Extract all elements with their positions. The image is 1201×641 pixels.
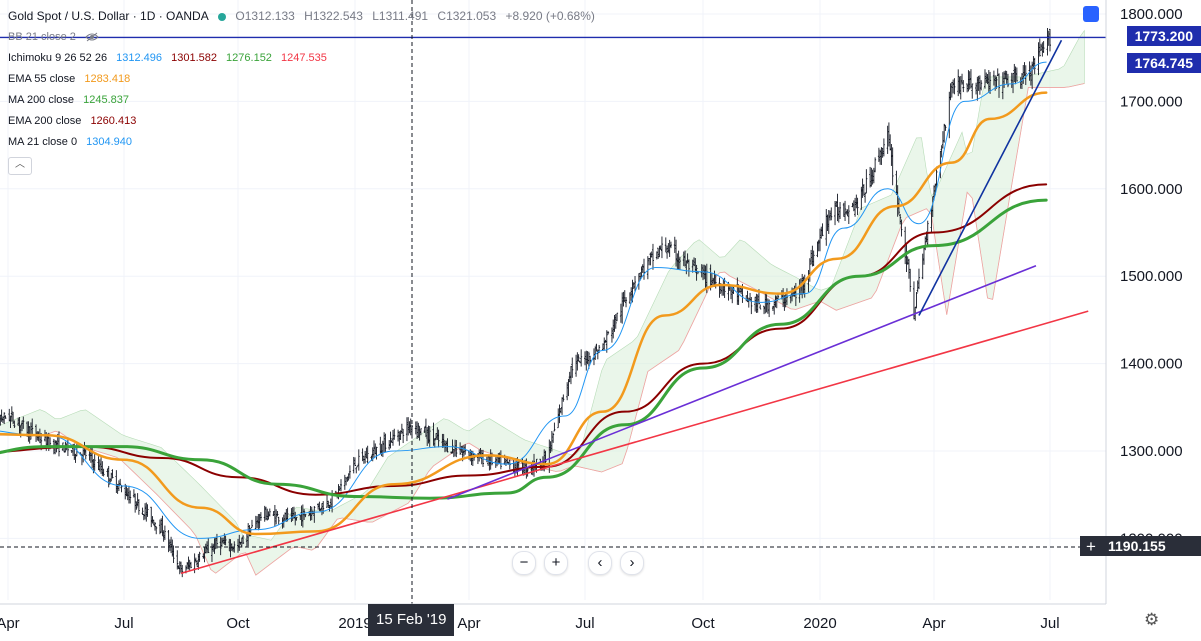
ohlc-close: C1321.053 <box>437 9 497 23</box>
chart-legend: Gold Spot / U.S. Dollar · 1D · OANDA O13… <box>8 6 601 175</box>
legend-header: Gold Spot / U.S. Dollar · 1D · OANDA O13… <box>8 6 601 27</box>
ohlc-change: +8.920 (+0.68%) <box>505 9 595 23</box>
scroll-left-button[interactable]: ‹ <box>588 551 612 575</box>
zoom-in-button[interactable]: + <box>544 551 568 575</box>
zoom-out-button[interactable]: − <box>512 551 536 575</box>
ema55-value: 1283.418 <box>84 73 131 85</box>
gear-icon[interactable]: ⚙ <box>1144 610 1160 629</box>
y-tick-label: 1300.000 <box>1120 443 1183 460</box>
x-tick-label: Oct <box>226 615 250 632</box>
legend-ema55[interactable]: EMA 55 close 1283.418 <box>8 69 601 90</box>
x-tick-label: Jul <box>1040 615 1059 632</box>
legend-ema200[interactable]: EMA 200 close 1260.413 <box>8 111 601 132</box>
legend-ma200[interactable]: MA 200 close 1245.837 <box>8 90 601 111</box>
x-tick-label: Apr <box>922 615 945 632</box>
ma200-line <box>0 198 1048 500</box>
x-tick-label: 2020 <box>803 615 836 632</box>
ema200-value: 1260.413 <box>90 115 137 127</box>
ohlc-low: L1311.491 <box>372 9 429 23</box>
hidden-eye-icon[interactable] <box>85 32 99 42</box>
axes: 1200.0001300.0001400.0001500.0001600.000… <box>0 0 1183 632</box>
y-tick-label: 1800.000 <box>1120 6 1183 23</box>
ema55-label: EMA 55 close <box>8 73 76 85</box>
indicator-lines <box>0 61 1048 539</box>
legend-ichimoku[interactable]: Ichimoku 9 26 52 26 1312.496 1301.582 12… <box>8 48 601 69</box>
y-tick-label: 1400.000 <box>1120 356 1183 373</box>
x-tick-label: Jul <box>575 615 594 632</box>
hline-price-label: 1773.200 <box>1126 26 1201 46</box>
ma200-value: 1245.837 <box>83 94 129 106</box>
ema200-label: EMA 200 close <box>8 115 82 127</box>
ichimoku-value-1: 1312.496 <box>116 52 163 64</box>
x-tick-label: Jul <box>114 615 133 632</box>
ema55-line <box>0 91 1048 536</box>
x-tick-label: Oct <box>691 615 715 632</box>
ichimoku-value-2: 1301.582 <box>171 52 217 64</box>
collapse-legend-button[interactable]: ︿ <box>8 157 32 175</box>
ma200-label: MA 200 close <box>8 94 75 106</box>
x-tick-label: Apr <box>457 615 480 632</box>
crosshair-price-label: 1190.155 <box>1080 536 1201 556</box>
ma21-value: 1304.940 <box>86 136 133 148</box>
y-tick-label: 1500.000 <box>1120 268 1183 285</box>
last-price-label: 1764.745 <box>1126 53 1201 73</box>
scroll-right-button[interactable]: › <box>620 551 644 575</box>
ohlc-high: H1322.543 <box>304 9 363 23</box>
crosshair-date-label: 15 Feb '19 <box>368 604 455 636</box>
trendlines <box>0 0 1106 604</box>
symbol-label[interactable]: Gold Spot / U.S. Dollar · 1D · OANDA <box>8 9 209 23</box>
ichimoku-value-3: 1276.152 <box>226 52 272 64</box>
ma21-label: MA 21 close 0 <box>8 136 78 148</box>
status-dot-icon <box>218 12 227 21</box>
ma21-line <box>0 61 1047 539</box>
trendline-blue <box>918 39 1063 316</box>
y-tick-label: 1700.000 <box>1120 93 1183 110</box>
x-tick-label: Apr <box>0 615 20 632</box>
trendline-red <box>180 310 1089 575</box>
candles <box>0 27 1051 578</box>
x-tick-label: 2019 <box>338 615 371 632</box>
legend-ma21[interactable]: MA 21 close 0 1304.940 <box>8 132 601 153</box>
bb-label: BB 21 close 2 <box>8 31 76 43</box>
legend-bb[interactable]: BB 21 close 2 <box>8 27 601 48</box>
ichimoku-label: Ichimoku 9 26 52 26 <box>8 52 108 64</box>
screenshot-icon[interactable] <box>1083 6 1099 22</box>
trendline-purple <box>447 264 1037 500</box>
add-alert-icon[interactable]: + <box>1086 537 1096 556</box>
ohlc-open: O1312.133 <box>235 9 295 23</box>
ichimoku-value-4: 1247.535 <box>281 52 327 64</box>
y-tick-label: 1600.000 <box>1120 181 1183 198</box>
